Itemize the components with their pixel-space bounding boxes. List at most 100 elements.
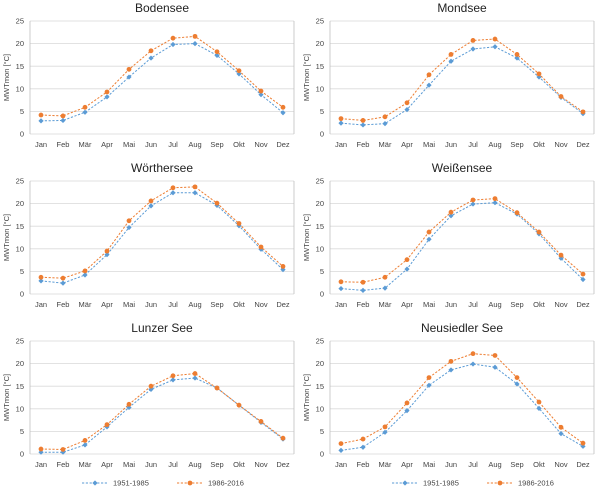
- data-point-1986-2016: [38, 274, 44, 280]
- x-tick-label: Mär: [79, 460, 92, 469]
- x-tick-label: Feb: [57, 300, 70, 309]
- data-point-1986-2016: [126, 401, 132, 407]
- y-axis-label: MWTmon [°C]: [302, 214, 311, 261]
- x-tick-label: Nov: [554, 300, 568, 309]
- data-point-1951-1985: [404, 266, 410, 272]
- y-tick-label: 10: [16, 404, 24, 413]
- series-line-1986-2016: [340, 198, 584, 283]
- y-tick-label: 20: [316, 359, 324, 368]
- legend-label-1986-2016: 1986-2016: [208, 479, 244, 488]
- data-point-1986-2016: [382, 114, 388, 120]
- chart-title-neusiedler-see: Neusiedler See: [421, 321, 503, 335]
- series-line-1951-1985: [41, 377, 284, 453]
- x-tick-label: Jul: [468, 300, 478, 309]
- data-point-1951-1985: [126, 74, 132, 80]
- data-point-1986-2016: [104, 248, 110, 254]
- series-line-1951-1985: [40, 192, 284, 284]
- y-tick-label: 15: [16, 382, 24, 391]
- x-tick-label: Dez: [276, 300, 290, 309]
- data-point-1986-2016: [492, 36, 498, 42]
- chart-panel-woerthersee: Wörthersee 0 5 10 15 20 25 MWTmon [°C] Jan Feb Mär…: [0, 160, 300, 320]
- data-point-1986-2016: [536, 229, 542, 235]
- data-point-1951-1985: [492, 44, 498, 50]
- data-point-1986-2016: [258, 244, 264, 250]
- x-tick-label: Nov: [254, 300, 268, 309]
- data-point-1986-2016: [558, 94, 564, 99]
- data-point-1986-2016: [82, 104, 88, 110]
- x-tick-label: Jun: [145, 300, 157, 309]
- data-point-1951-1985: [426, 82, 432, 88]
- chart-woerthersee: Wörthersee 0 5 10 15 20 25 MWTmon [°C] Jan Feb Mär…: [2, 161, 295, 309]
- chart-title-woerthersee: Wörthersee: [131, 161, 193, 175]
- data-point-1951-1985: [470, 361, 476, 367]
- data-point-1951-1985: [580, 276, 586, 283]
- y-axis-label: MWTmon [°C]: [2, 54, 11, 101]
- data-point-1951-1985: [360, 444, 366, 450]
- series-line-1986-2016: [40, 186, 284, 279]
- x-tick-label: Aug: [188, 460, 201, 469]
- data-point-1951-1985: [38, 449, 44, 455]
- y-tick-label: 0: [20, 130, 24, 139]
- y-tick-label: 0: [20, 290, 24, 299]
- data-point-1986-2016: [60, 113, 66, 119]
- chart-panel-mondsee: Mondsee 0 5 10 15 20 25 MWTmon [°C] Jan Feb Mär Apr…: [300, 0, 600, 160]
- x-tick-label: Mär: [379, 300, 392, 309]
- series-line-1986-2016: [340, 353, 584, 445]
- x-tick-label: Nov: [554, 460, 568, 469]
- y-tick-label: 0: [320, 130, 324, 139]
- y-tick-label: 10: [16, 84, 24, 93]
- y-tick-label: 20: [16, 39, 24, 48]
- x-tick-label: Sep: [210, 300, 223, 309]
- data-point-1986-2016: [470, 197, 476, 203]
- data-point-1986-2016: [404, 100, 410, 106]
- data-point-1951-1985: [404, 408, 410, 414]
- x-tick-label: Sep: [510, 460, 523, 469]
- data-point-1986-2016: [148, 48, 154, 54]
- data-point-1986-2016: [148, 383, 154, 389]
- chart-title-mondsee: Mondsee: [437, 1, 487, 15]
- y-tick-label: 5: [320, 427, 324, 436]
- data-point-1951-1985: [426, 236, 432, 242]
- data-point-1951-1985: [448, 367, 454, 373]
- data-point-1986-2016: [170, 185, 176, 191]
- series-line-1986-2016: [40, 35, 284, 117]
- x-tick-label: Sep: [210, 140, 223, 149]
- x-tick-label: Jan: [335, 140, 347, 149]
- data-point-1951-1985: [360, 287, 366, 293]
- data-point-1986-2016: [360, 118, 366, 123]
- data-point-1986-2016: [382, 274, 388, 280]
- data-point-1951-1985: [514, 381, 520, 387]
- y-tick-label: 20: [316, 39, 324, 48]
- y-tick-label: 25: [16, 17, 24, 26]
- data-point-1986-2016: [104, 422, 110, 428]
- data-point-1986-2016: [170, 35, 176, 41]
- chart-panel-weissensee: Weißensee 0 5 10 15 20 25 MWTmon [°C] Jan Feb Mär A…: [300, 160, 600, 320]
- data-point-1951-1985: [448, 213, 454, 219]
- data-point-1951-1985: [470, 201, 476, 207]
- chart-bodensee: Bodensee 0 5 10 15 20 25 MWTmon [°C] Jan Feb Mär Ap…: [2, 1, 295, 149]
- data-point-1986-2016: [536, 399, 542, 405]
- y-tick-label: 5: [20, 267, 24, 276]
- x-tick-label: Apr: [401, 300, 413, 309]
- x-tick-label: Okt: [233, 140, 246, 149]
- x-tick-label: Jan: [35, 300, 47, 309]
- data-point-1986-2016: [360, 279, 366, 285]
- series-line-1951-1985: [40, 43, 284, 122]
- x-tick-label: Jul: [468, 460, 478, 469]
- data-point-1951-1985: [60, 280, 66, 286]
- y-tick-label: 20: [316, 199, 324, 208]
- y-axis-label: MWTmon [°C]: [302, 54, 311, 101]
- data-point-1951-1985: [514, 55, 520, 61]
- y-tick-label: 15: [316, 382, 324, 391]
- data-point-1986-2016: [448, 209, 454, 215]
- data-point-1986-2016: [426, 229, 432, 235]
- x-tick-label: Apr: [101, 140, 113, 149]
- data-point-1951-1985: [38, 118, 44, 124]
- data-point-1986-2016: [104, 89, 110, 95]
- chart-weissensee: Weißensee 0 5 10 15 20 25 MWTmon [°C] Jan Feb Mär A…: [302, 161, 595, 309]
- y-tick-label: 5: [320, 267, 324, 276]
- data-point-1986-2016: [280, 435, 286, 441]
- data-point-1951-1985: [470, 46, 476, 52]
- x-tick-label: Jul: [168, 460, 178, 469]
- y-tick-label: 25: [316, 337, 324, 346]
